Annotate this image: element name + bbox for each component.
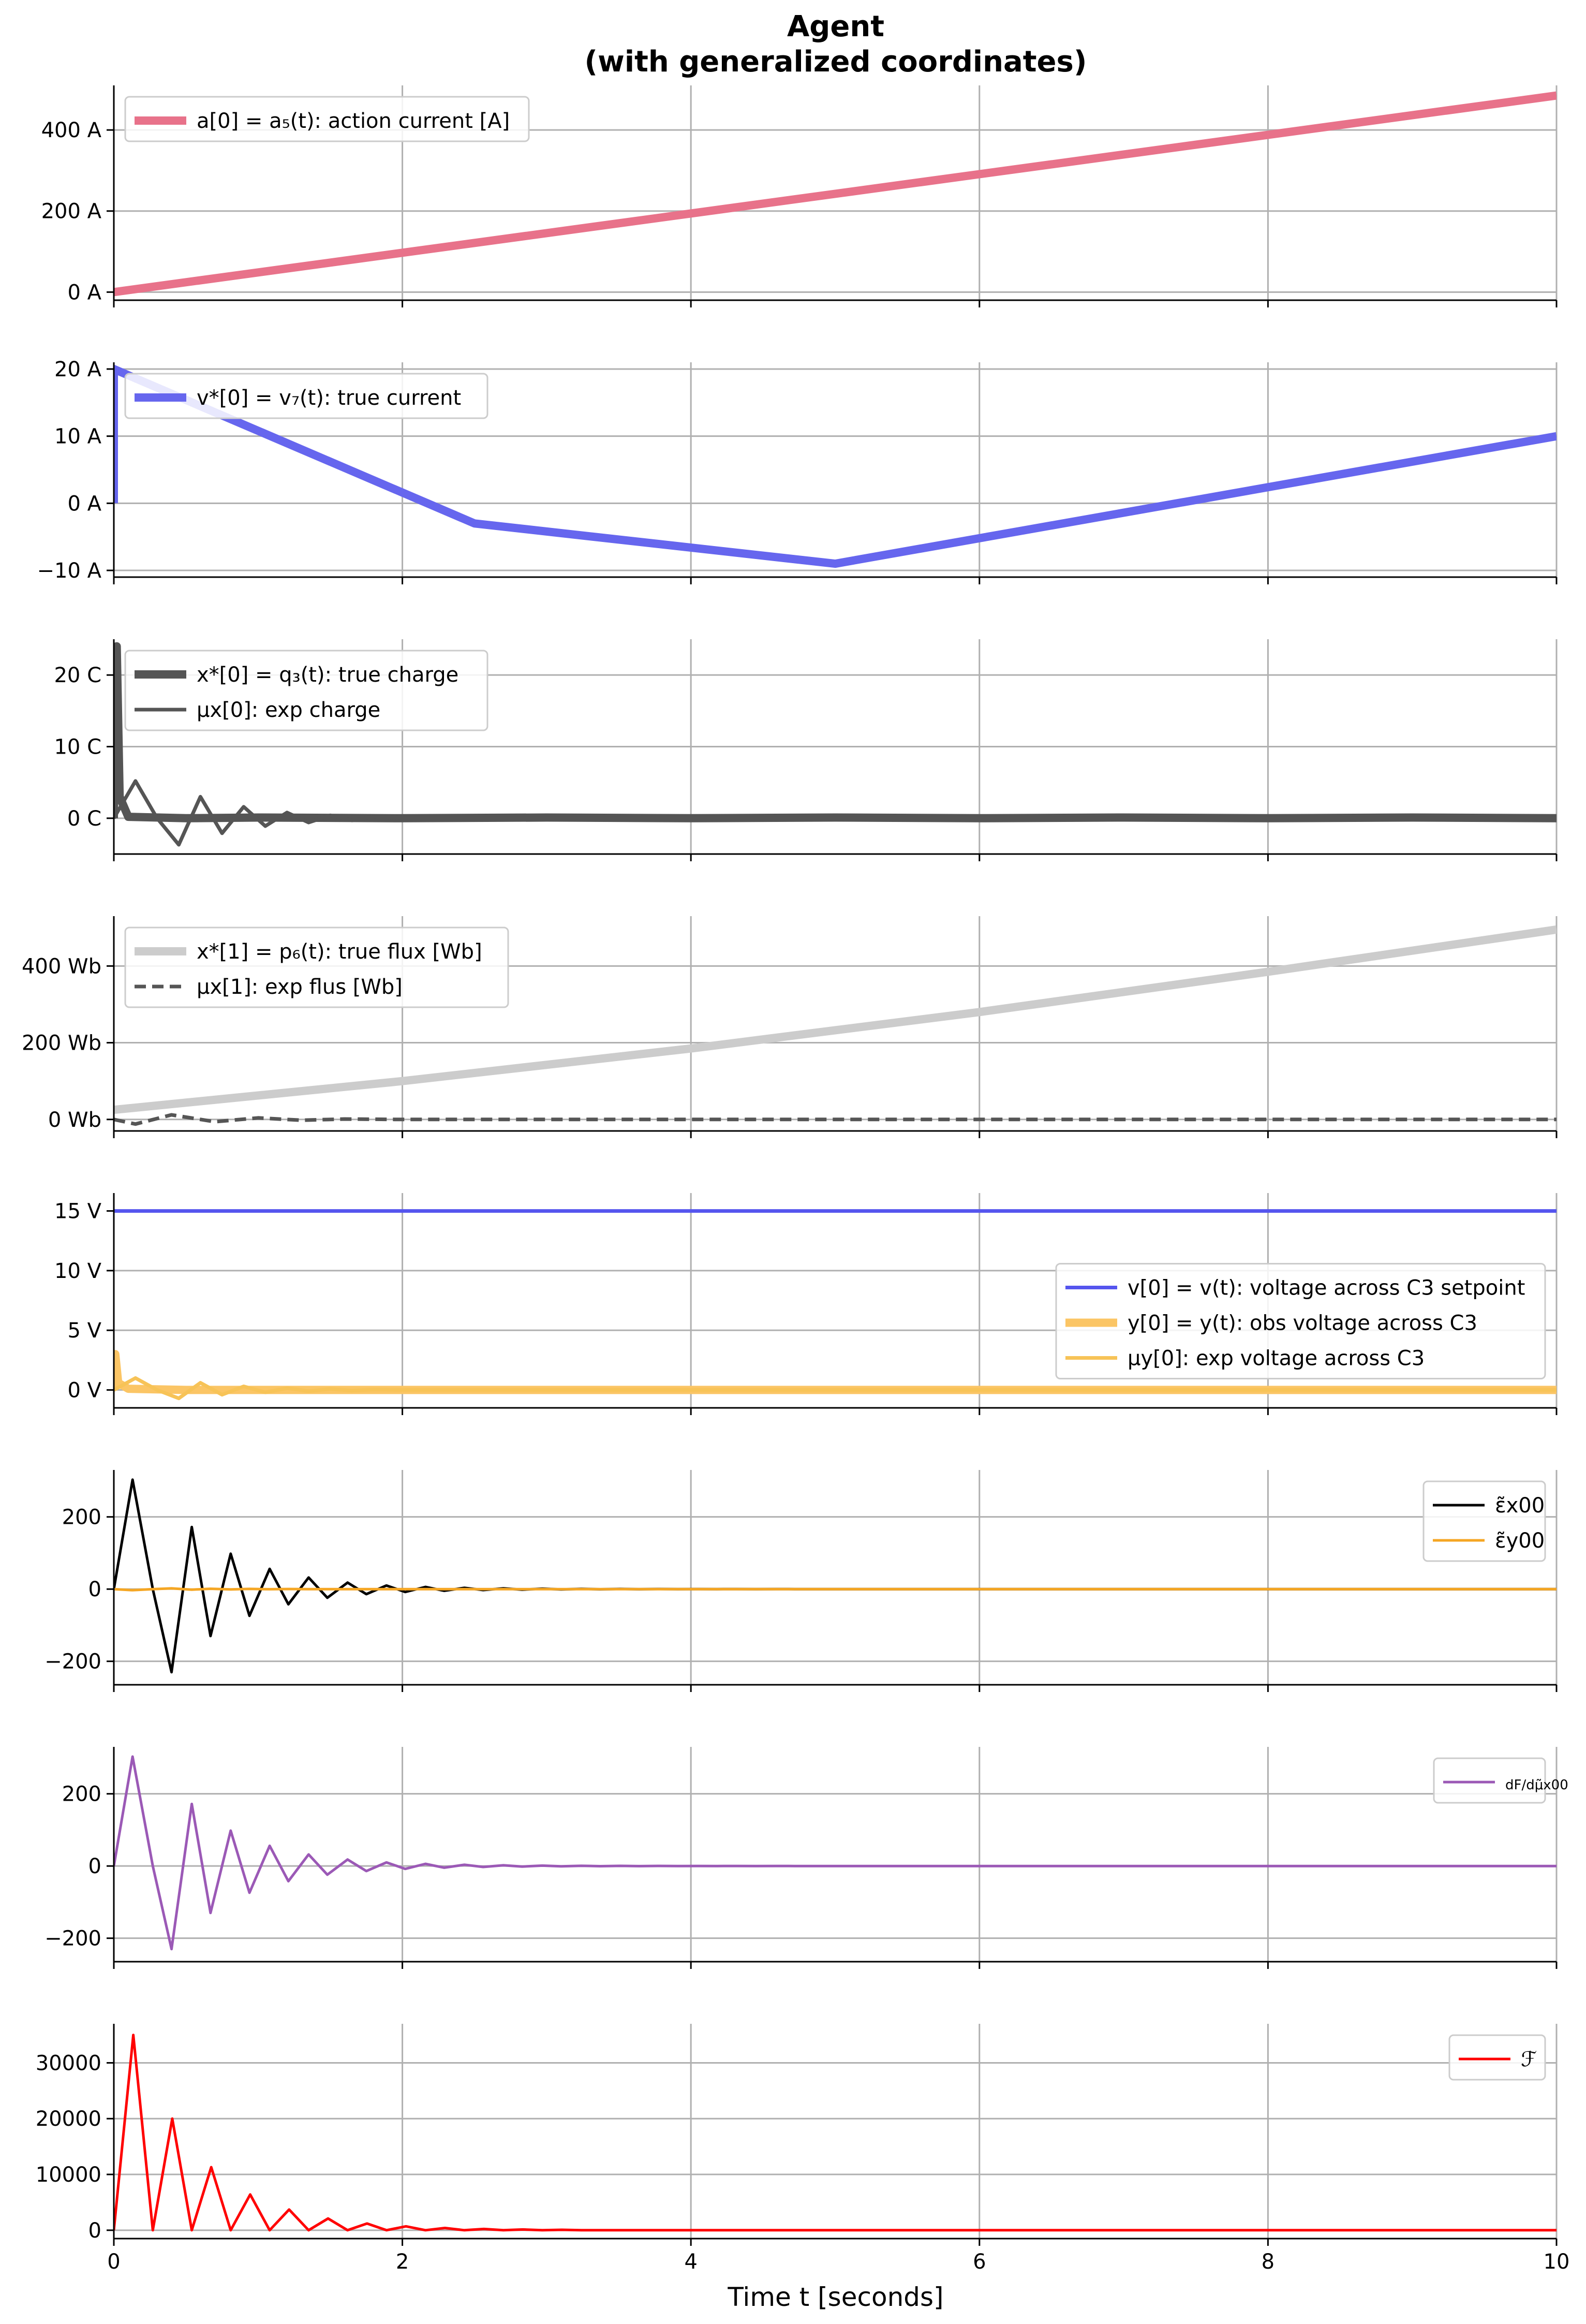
series-group xyxy=(114,2034,1557,2232)
panels-group: 0 A 200 A 400 A a[0] = a₅(t): action curren… xyxy=(22,85,1568,2246)
series-line-2 xyxy=(114,1587,1557,1592)
series-line-3 xyxy=(114,1376,1557,1401)
legend-label-1: v*[0] = v₇(t): true current xyxy=(197,386,461,410)
legend-label-3: μy[0]: exp voltage across C3 xyxy=(1128,1347,1425,1371)
series-group xyxy=(114,365,1557,568)
panel-8: 0 10000 20000 30000 ℱ xyxy=(36,2024,1558,2246)
y-tick-label-0: 0 A xyxy=(67,281,101,304)
y-tick-label-0: 0 xyxy=(88,2219,101,2243)
x-axis-label: Time t [seconds] xyxy=(727,2282,943,2312)
legend: v*[0] = v₇(t): true current xyxy=(124,373,488,419)
series-line-1 xyxy=(114,91,1557,297)
legend: ℱ xyxy=(1448,2034,1546,2081)
y-tick-label-2: 10 A xyxy=(54,425,102,449)
series-group xyxy=(114,642,1557,847)
y-tick-label-1: 10 C xyxy=(54,736,101,759)
y-tick-label-1: 200 A xyxy=(41,200,102,224)
panel-5: 0 V 5 V 10 V 15 V v[0] = v(t): voltage acros… xyxy=(54,1193,1558,1415)
series-group xyxy=(114,91,1557,297)
figure-title-line2: (with generalized coordinates) xyxy=(585,45,1087,79)
legend-label-2: y[0] = y(t): obs voltage across C3 xyxy=(1128,1312,1477,1335)
legend: a[0] = a₅(t): action current [A] xyxy=(124,96,530,142)
legend: dF/dμ̃x00 xyxy=(1433,1757,1568,1804)
y-tick-label-3: 30000 xyxy=(36,2051,101,2075)
panel-3: 0 C 10 C 20 C x*[0] = q₃(t): true charge μx[… xyxy=(54,639,1558,861)
y-tick-label-0: 0 C xyxy=(67,807,101,831)
y-tick-label-1: 0 A xyxy=(67,492,101,516)
panel-6: −200 0 200 ε̃x00 ε̃y00 xyxy=(45,1470,1558,1692)
legend-box xyxy=(124,650,488,731)
legend-label-1: ℱ xyxy=(1521,2048,1537,2071)
x-tick-label-0: 0 xyxy=(107,2250,120,2274)
legend-label-2: μx[0]: exp charge xyxy=(197,698,380,722)
panel-2: −10 A 0 A 10 A 20 A v*[0] = v₇(t): true curr… xyxy=(37,358,1558,584)
series-group xyxy=(114,1755,1557,1951)
panel-4: 0 Wb 200 Wb 400 Wb x*[1] = p₆(t): true flux… xyxy=(22,916,1558,1138)
series-group xyxy=(114,1209,1557,1401)
legend-label-1: x*[1] = p₆(t): true flux [Wb] xyxy=(197,940,482,964)
legend-label-2: ε̃y00 xyxy=(1495,1529,1545,1553)
y-tick-label-1: 0 xyxy=(88,1578,101,1601)
legend: ε̃x00 ε̃y00 xyxy=(1422,1480,1546,1562)
y-tick-label-2: 20 C xyxy=(54,664,101,687)
y-tick-label-3: 15 V xyxy=(54,1200,102,1224)
legend-box xyxy=(124,373,488,419)
y-tick-label-2: 400 Wb xyxy=(22,954,101,978)
panel-7: −200 0 200 dF/dμ̃x00 xyxy=(45,1747,1568,1969)
legend-box xyxy=(1433,1757,1546,1804)
legend: x*[0] = q₃(t): true charge μx[0]: exp cha… xyxy=(124,650,488,731)
legend-label-2: μx[1]: exp flus [Wb] xyxy=(197,975,403,999)
x-axis-ticks: 0 2 4 6 8 10 xyxy=(107,2250,1569,2274)
y-tick-label-0: −200 xyxy=(45,1927,101,1951)
series-line-2 xyxy=(114,1113,1557,1126)
panel-1: 0 A 200 A 400 A a[0] = a₅(t): action curren… xyxy=(41,85,1558,307)
x-tick-label-4: 8 xyxy=(1262,2250,1274,2274)
series-line-2 xyxy=(114,779,1557,847)
y-tick-label-1: 10000 xyxy=(36,2163,101,2187)
legend-box xyxy=(1055,1263,1546,1379)
y-tick-label-0: 0 V xyxy=(67,1378,101,1402)
y-tick-label-2: 10 V xyxy=(54,1259,102,1283)
y-tick-label-0: −200 xyxy=(45,1650,101,1674)
series-line-1 xyxy=(114,365,1557,568)
y-tick-label-2: 200 xyxy=(62,1506,101,1529)
series-group xyxy=(114,925,1557,1126)
legend-label-1: x*[0] = q₃(t): true charge xyxy=(197,663,458,687)
legend-box xyxy=(124,96,530,142)
y-tick-label-1: 5 V xyxy=(67,1319,101,1343)
x-tick-label-2: 4 xyxy=(684,2250,697,2274)
figure-title-line1: Agent xyxy=(787,10,884,43)
legend-box xyxy=(124,926,509,1008)
y-tick-label-2: 400 A xyxy=(41,119,102,142)
series-line-1 xyxy=(114,2034,1557,2232)
x-tick-label-3: 6 xyxy=(973,2250,986,2274)
legend-box xyxy=(1448,2034,1546,2081)
legend-label-1: ε̃x00 xyxy=(1495,1494,1545,1518)
y-tick-label-1: 0 xyxy=(88,1855,101,1878)
y-tick-label-3: 20 A xyxy=(54,358,102,381)
series-group xyxy=(114,1478,1557,1674)
legend-label-1: a[0] = a₅(t): action current [A] xyxy=(197,109,510,133)
y-tick-label-2: 20000 xyxy=(36,2107,101,2131)
y-tick-label-1: 200 Wb xyxy=(22,1032,101,1055)
y-tick-label-2: 200 xyxy=(62,1783,101,1806)
legend-label-1: dF/dμ̃x00 xyxy=(1505,1777,1568,1793)
legend: v[0] = v(t): voltage across C3 setpoint y… xyxy=(1055,1263,1546,1379)
legend: x*[1] = p₆(t): true flux [Wb] μx[1]: exp … xyxy=(124,926,509,1008)
x-tick-label-5: 10 xyxy=(1544,2250,1570,2274)
x-tick-label-1: 2 xyxy=(396,2250,409,2274)
legend-label-1: v[0] = v(t): voltage across C3 setpoint xyxy=(1128,1276,1525,1300)
series-line-1 xyxy=(114,1755,1557,1951)
y-tick-label-0: 0 Wb xyxy=(48,1108,101,1132)
y-tick-label-0: −10 A xyxy=(37,559,102,583)
series-line-1 xyxy=(114,925,1557,1114)
